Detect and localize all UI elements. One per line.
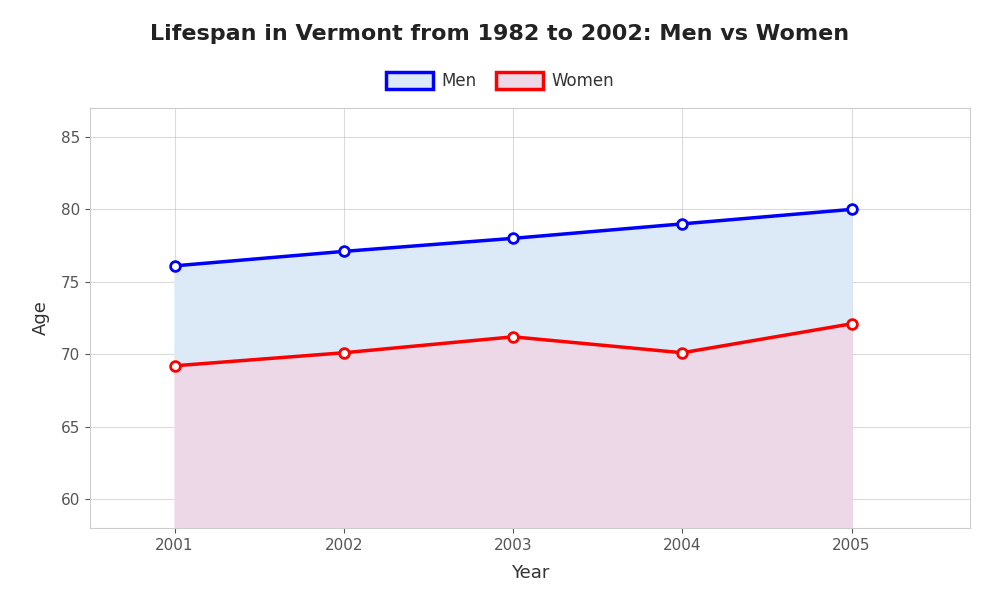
Legend: Men, Women: Men, Women bbox=[379, 65, 621, 97]
X-axis label: Year: Year bbox=[511, 564, 549, 582]
Text: Lifespan in Vermont from 1982 to 2002: Men vs Women: Lifespan in Vermont from 1982 to 2002: M… bbox=[150, 24, 850, 44]
Y-axis label: Age: Age bbox=[32, 301, 50, 335]
